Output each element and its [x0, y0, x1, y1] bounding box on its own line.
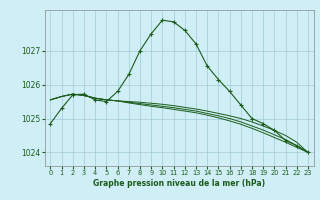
X-axis label: Graphe pression niveau de la mer (hPa): Graphe pression niveau de la mer (hPa)	[93, 179, 265, 188]
